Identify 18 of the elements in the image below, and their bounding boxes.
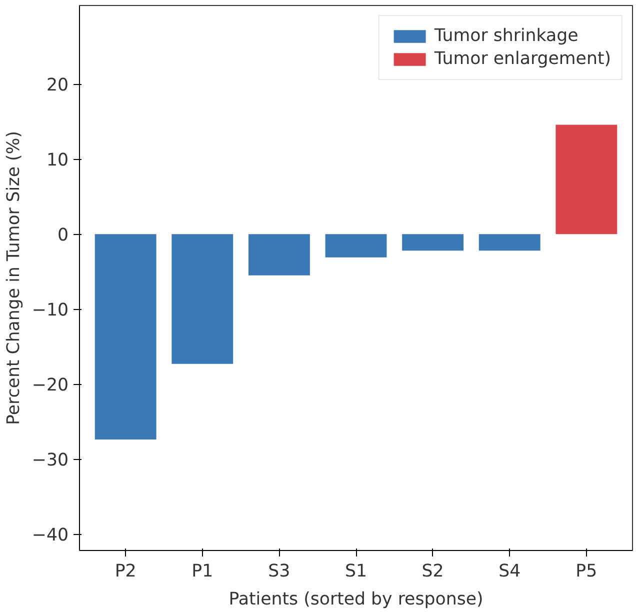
y-axis-title: Percent Change in Tumor Size (%): [4, 131, 24, 425]
y-tick-label: 0: [57, 226, 69, 246]
legend-label: Tumor shrinkage: [434, 26, 578, 46]
x-tick-label: P1: [192, 562, 214, 582]
x-tick-label: S3: [268, 562, 290, 582]
y-tick-label: −30: [32, 450, 69, 471]
x-axis-title: Patients (sorted by response): [228, 590, 484, 610]
x-tick-label: S4: [498, 562, 521, 582]
y-tick-label: −20: [32, 376, 69, 396]
x-tick-label: S1: [344, 562, 368, 582]
y-tick-label: −40: [32, 526, 69, 546]
y-tick-label: −10: [32, 300, 69, 321]
legend-label: Tumor enlargement): [434, 49, 611, 69]
y-tick-label: 20: [46, 76, 69, 96]
y-tick-label: 10: [46, 150, 69, 171]
x-tick-label: P2: [114, 562, 136, 582]
x-tick-label: S2: [422, 562, 444, 582]
x-tick-label: P5: [576, 562, 598, 582]
